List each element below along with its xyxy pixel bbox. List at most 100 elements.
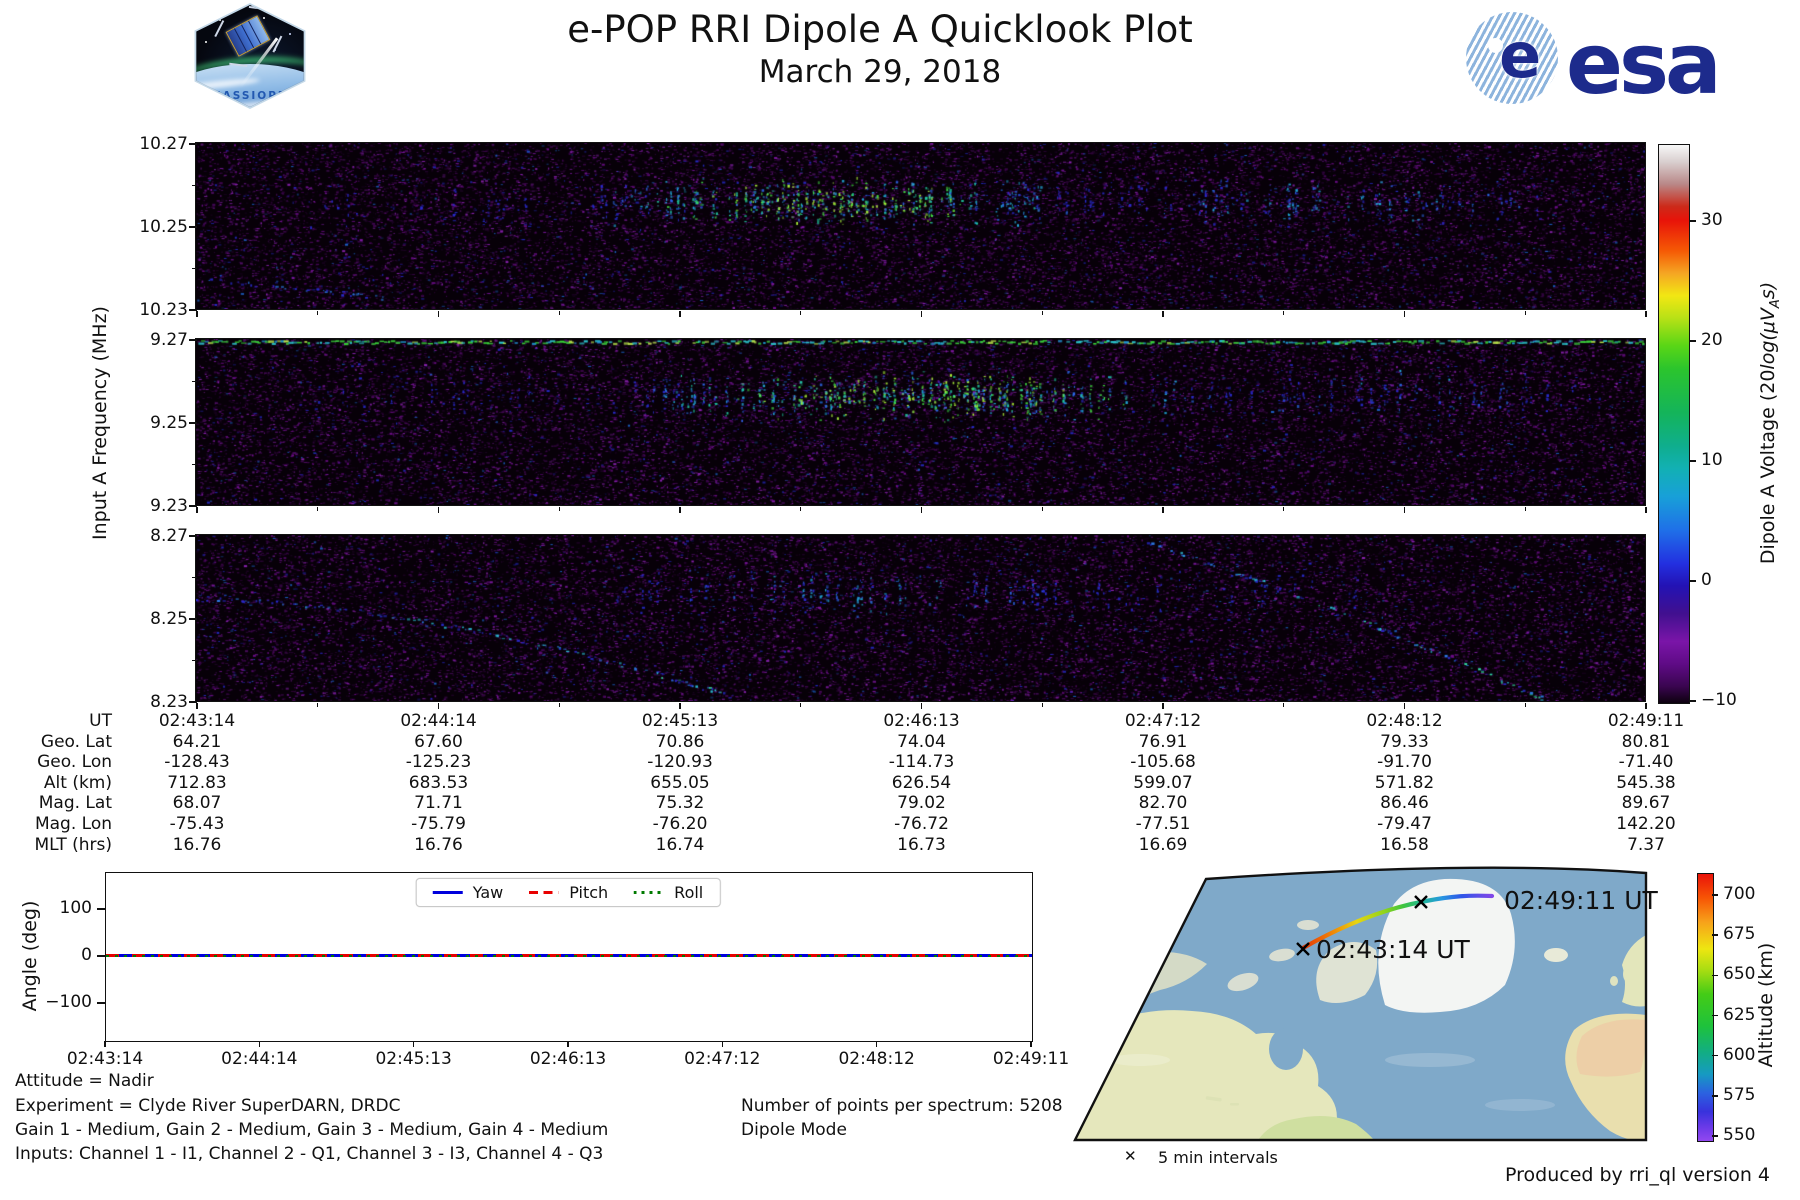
table-cell: 02:49:11: [1607, 711, 1685, 731]
cassiope-patch-label: CASSIOPE: [212, 89, 288, 102]
angle-xtick-mark: [104, 1041, 106, 1047]
time-tick-mark: [1645, 703, 1647, 709]
esa-globe-dot: [1488, 37, 1504, 53]
time-minor-tick: [317, 703, 319, 707]
time-tick-mark: [1645, 507, 1647, 513]
angle-xtick-label: 02:47:12: [684, 1049, 761, 1069]
page-title: e-POP RRI Dipole A Quicklook Plot: [567, 8, 1193, 51]
table-cell: 16.58: [1380, 834, 1429, 855]
altitude-cbar-tick-label: 600: [1723, 1044, 1756, 1065]
voltage-cbar-tick-label: −10: [1701, 690, 1737, 710]
table-cell: -76.72: [894, 814, 949, 834]
track-marker-start-x: [1296, 942, 1310, 956]
freq-tick-label: 8.27: [150, 526, 188, 546]
time-tick-mark: [196, 507, 198, 513]
table-cell: 80.81: [1621, 731, 1671, 752]
altitude-cbar-tick-label: 575: [1723, 1084, 1756, 1105]
interval-legend-label: 5 min intervals: [1158, 1148, 1278, 1167]
time-minor-tick: [1524, 703, 1526, 707]
freq-tick-mark: [189, 309, 197, 311]
roll-line: [106, 955, 1032, 957]
altitude-cbar-tick-label: 700: [1723, 884, 1756, 904]
table-cell: 79.33: [1380, 731, 1429, 752]
angle-xtick-label: 02:49:11: [992, 1049, 1070, 1069]
map-boundary: [1073, 866, 1648, 1142]
time-tick-mark: [1403, 507, 1406, 513]
cbar-label-sub: A: [1767, 299, 1783, 309]
angle-xtick-label: 02:48:12: [838, 1049, 915, 1069]
freq-tick-mark: [189, 535, 197, 537]
table-cell: 02:47:12: [1124, 711, 1202, 731]
altitude-cbar-tick-label: 650: [1723, 964, 1756, 985]
table-cell: 89.67: [1621, 793, 1671, 814]
table-cell: 16.74: [655, 834, 705, 855]
track-end-label: 02:49:11 UT: [1504, 886, 1659, 915]
time-tick-mark: [1162, 311, 1164, 317]
altitude-cbar-tick-label: 675: [1723, 924, 1756, 945]
freq-tick-label: 8.25: [150, 609, 188, 629]
altitude-cbar-tick-mark: [1712, 1135, 1718, 1137]
table-cell: 545.38: [1616, 772, 1676, 793]
freq-tick-label: 10.25: [139, 217, 188, 237]
table-cell: 02:48:12: [1366, 711, 1443, 731]
voltage-cbar-tick-label: 30: [1701, 210, 1723, 230]
time-tick-mark: [437, 311, 440, 317]
spectrogram-canvas-9mhz: [196, 339, 1645, 505]
table-row-label: Alt (km): [43, 772, 112, 793]
map-land-ocean: [1075, 867, 1646, 1140]
cbar-label-pre: Dipole A Voltage (20: [1757, 369, 1780, 565]
altitude-cbar-tick-mark: [1712, 1014, 1718, 1017]
table-cell: 67.60: [414, 731, 463, 752]
time-minor-tick: [558, 507, 560, 511]
time-minor-tick: [1041, 311, 1043, 315]
time-tick-mark: [1403, 311, 1406, 317]
esa-logo: e esa: [1466, 10, 1786, 110]
table-cell: 76.91: [1138, 731, 1188, 752]
table-cell: 16.69: [1138, 834, 1188, 855]
table-row-label: Mag. Lon: [34, 814, 112, 834]
yaw-line-swatch: [432, 891, 463, 894]
time-minor-tick: [1041, 507, 1043, 511]
legend-label-pitch: Pitch: [569, 883, 609, 902]
freq-tick-label: 9.25: [150, 413, 188, 433]
table-cell: -76.20: [652, 814, 708, 834]
spectrogram-panel-2: [195, 338, 1646, 506]
esa-wordmark: esa: [1566, 15, 1722, 113]
freq-tick-mark: [189, 505, 197, 507]
cbar-label-post: s): [1757, 281, 1780, 300]
table-cell: 16.76: [172, 834, 222, 855]
page-subtitle: March 29, 2018: [758, 54, 1002, 90]
time-minor-tick: [800, 311, 802, 315]
table-cell: 82.70: [1138, 793, 1188, 814]
freq-minor-tick: [192, 185, 197, 186]
altitude-cbar-tick-label: 550: [1723, 1125, 1756, 1146]
angle-ytick-label: 100: [59, 898, 92, 918]
angle-xtick-mark: [721, 1041, 724, 1047]
altitude-cbar-tick-mark: [1712, 1054, 1718, 1057]
table-cell: -125.23: [405, 752, 472, 773]
voltage-cbar-tick-mark: [1689, 460, 1696, 462]
time-tick-mark: [437, 703, 440, 709]
time-tick-mark: [920, 703, 923, 709]
freq-minor-tick: [192, 381, 197, 382]
voltage-colorbar: [1658, 144, 1690, 704]
note-experiment: Experiment = Clyde River SuperDARN, DRDC: [15, 1096, 401, 1116]
note-inputs: Inputs: Channel 1 - I1, Channel 2 - Q1, …: [15, 1144, 604, 1164]
spectrogram-canvas-8mhz: [196, 535, 1645, 701]
voltage-cbar-tick-mark: [1689, 220, 1696, 222]
time-minor-tick: [558, 311, 560, 315]
table-cell: 16.76: [414, 834, 463, 855]
table-row-label: Geo. Lat: [40, 731, 112, 752]
time-minor-tick: [317, 507, 319, 511]
freq-tick-mark: [189, 422, 197, 424]
table-cell: 626.54: [891, 772, 952, 793]
voltage-colorbar-label: Dipole A Voltage (20log(μVAs): [1757, 282, 1783, 564]
legend-item-yaw: Yaw: [432, 883, 503, 902]
spectrogram-panel-1: [195, 142, 1646, 310]
freq-tick-mark: [189, 701, 197, 703]
freq-tick-label: 9.23: [150, 496, 188, 516]
time-tick-mark: [437, 507, 440, 513]
freq-tick-label: 10.23: [139, 300, 188, 320]
table-row-label: MLT (hrs): [34, 834, 112, 855]
voltage-cbar-tick-label: 0: [1701, 570, 1712, 590]
